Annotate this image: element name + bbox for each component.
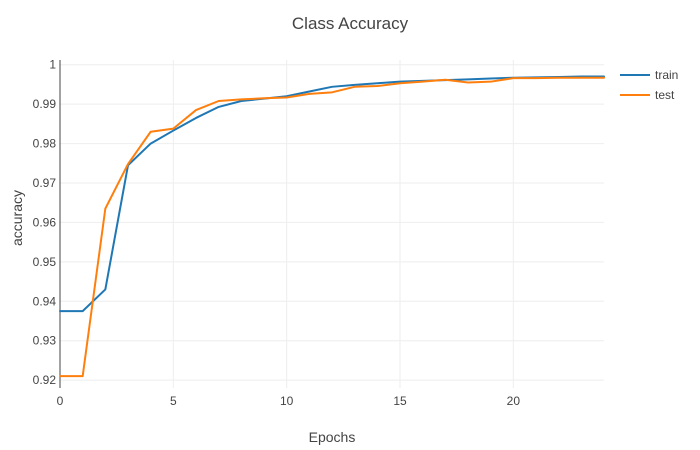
y-tick-label: 1 (49, 58, 56, 72)
x-tick-label: 10 (280, 394, 294, 408)
legend[interactable]: train test (620, 68, 678, 102)
x-axis-title: Epochs (309, 429, 356, 445)
y-axis-title: accuracy (9, 190, 25, 246)
y-tick-label: 0.94 (33, 294, 57, 308)
legend-item-train[interactable]: train (620, 68, 678, 82)
x-tick-label: 15 (393, 394, 407, 408)
x-tick-label: 0 (57, 394, 64, 408)
y-tick-label: 0.92 (33, 373, 57, 387)
x-tick-label: 5 (170, 394, 177, 408)
grid (60, 60, 604, 388)
y-tick-label: 0.98 (33, 137, 57, 151)
y-tick-label: 0.95 (33, 255, 57, 269)
series-lines (59, 75, 605, 378)
legend-label: train (655, 68, 678, 82)
x-tick-label: 20 (507, 394, 521, 408)
series-line-train[interactable] (59, 75, 605, 313)
y-tick-label: 0.99 (33, 97, 57, 111)
y-tick-label: 0.93 (33, 334, 57, 348)
legend-item-test[interactable]: test (620, 88, 675, 102)
axes: 0 5 10 15 20 0.92 0.93 0.94 0.95 0.96 0.97 0.98 0.99… (33, 58, 521, 408)
y-tick-label: 0.97 (33, 176, 57, 190)
series-line-test[interactable] (59, 76, 605, 378)
legend-label: test (655, 88, 675, 102)
y-tick-label: 0.96 (33, 215, 57, 229)
chart-title: Class Accuracy (292, 14, 409, 33)
